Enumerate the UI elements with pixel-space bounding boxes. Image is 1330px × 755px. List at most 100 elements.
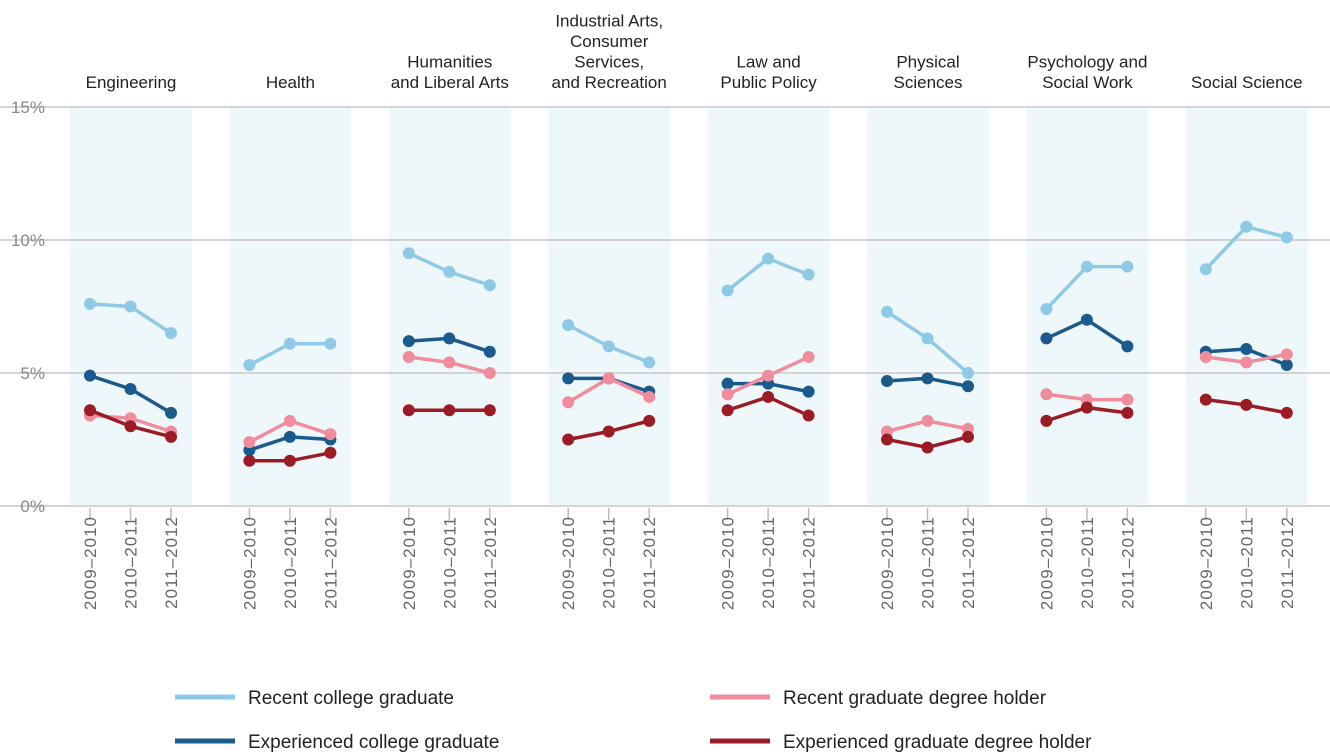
- data-point: [483, 367, 496, 379]
- data-point: [962, 380, 974, 393]
- panel-title: Psychology and Social Work: [1027, 53, 1147, 93]
- x-tick-label: 2011–2012: [162, 516, 181, 609]
- data-point: [402, 335, 415, 348]
- data-point: [443, 404, 456, 417]
- data-point: [483, 345, 496, 358]
- data-point: [602, 372, 615, 385]
- data-point: [1040, 388, 1053, 401]
- data-point: [762, 252, 775, 265]
- data-point: [721, 404, 734, 417]
- data-point: [84, 369, 96, 382]
- x-tick-label: 2010–2011: [440, 516, 459, 609]
- data-point: [1040, 414, 1053, 427]
- data-point: [643, 390, 656, 403]
- data-point: [1240, 220, 1253, 233]
- data-point: [881, 374, 893, 387]
- x-tick-label: 2011–2012: [481, 516, 500, 609]
- data-point: [243, 436, 256, 449]
- data-point: [643, 356, 656, 369]
- data-point: [921, 372, 934, 385]
- data-point: [1280, 231, 1293, 244]
- data-point: [1280, 359, 1293, 372]
- data-point: [243, 359, 256, 372]
- data-point: [1121, 260, 1134, 273]
- x-tick-label: 2009–2010: [81, 516, 100, 610]
- data-point: [802, 385, 815, 398]
- x-tick-label: 2009–2010: [1037, 516, 1056, 610]
- data-point: [1040, 303, 1053, 316]
- x-tick-label: 2011–2012: [321, 516, 340, 609]
- data-point: [283, 414, 296, 427]
- y-tick-label: 0%: [20, 497, 45, 516]
- data-point: [881, 305, 893, 318]
- x-tick-label: 2011–2012: [1118, 516, 1137, 609]
- data-point: [124, 300, 137, 313]
- x-tick-label: 2010–2011: [919, 516, 938, 609]
- data-point: [562, 396, 575, 409]
- x-tick-label: 2010–2011: [1078, 516, 1097, 609]
- data-point: [1240, 356, 1253, 369]
- data-point: [1280, 406, 1293, 419]
- data-point: [562, 372, 575, 385]
- panel-background: [548, 107, 671, 506]
- x-tick-label: 2009–2010: [400, 516, 419, 610]
- x-tick-label: 2010–2011: [759, 516, 778, 609]
- data-point: [962, 367, 974, 379]
- data-point: [402, 404, 415, 417]
- data-point: [1040, 332, 1053, 345]
- data-point: [1240, 398, 1253, 411]
- data-point: [562, 319, 575, 332]
- x-tick-label: 2010–2011: [122, 516, 141, 609]
- data-point: [881, 433, 893, 446]
- x-tick-label: 2010–2011: [281, 516, 300, 609]
- data-point: [243, 454, 256, 467]
- data-point: [84, 404, 96, 417]
- panel-title: Health: [266, 73, 315, 92]
- x-tick-label: 2009–2010: [559, 516, 578, 610]
- data-point: [402, 247, 415, 260]
- data-point: [643, 414, 656, 427]
- data-point: [762, 390, 775, 403]
- panel-title: Social Science: [1191, 73, 1303, 92]
- data-point: [921, 441, 934, 454]
- data-point: [283, 337, 296, 350]
- x-tick-label: 2011–2012: [800, 516, 819, 609]
- legend-label: Recent graduate degree holder: [783, 688, 1047, 709]
- data-point: [124, 420, 137, 433]
- x-tick-label: 2009–2010: [240, 516, 259, 610]
- data-point: [283, 454, 296, 467]
- data-point: [483, 404, 496, 417]
- data-point: [921, 332, 934, 345]
- data-point: [562, 433, 575, 446]
- panel-title: Industrial Arts, Consumer Services, and Rec…: [552, 12, 667, 93]
- data-point: [1199, 351, 1212, 364]
- x-tick-label: 2009–2010: [719, 516, 738, 610]
- data-point: [1080, 260, 1093, 273]
- data-point: [602, 425, 615, 438]
- data-point: [721, 388, 734, 401]
- data-point: [1121, 393, 1134, 406]
- data-point: [762, 369, 775, 382]
- data-point: [962, 430, 974, 443]
- x-tick-label: 2010–2011: [600, 516, 619, 609]
- legend-label: Recent college graduate: [248, 688, 454, 709]
- x-tick-label: 2011–2012: [959, 516, 978, 609]
- data-point: [1080, 401, 1093, 414]
- data-point: [1240, 343, 1253, 356]
- panel-background: [707, 107, 830, 506]
- data-point: [1280, 348, 1293, 361]
- data-point: [165, 406, 177, 419]
- x-tick-label: 2009–2010: [878, 516, 897, 610]
- data-point: [1199, 393, 1212, 406]
- panel-background: [1185, 107, 1308, 506]
- data-point: [1080, 313, 1093, 326]
- data-point: [165, 327, 177, 340]
- data-point: [443, 332, 456, 345]
- data-point: [602, 340, 615, 353]
- data-point: [165, 430, 177, 443]
- data-point: [721, 377, 734, 390]
- panel-background: [388, 107, 511, 506]
- x-tick-label: 2010–2011: [1237, 516, 1256, 609]
- data-point: [443, 265, 456, 278]
